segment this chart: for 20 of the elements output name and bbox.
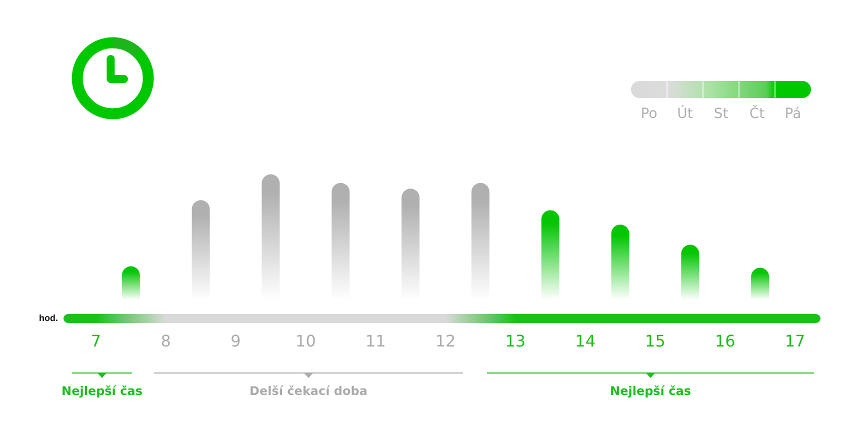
text: Nejlepší čas [62, 384, 142, 398]
x-tick-label: 8 [160, 332, 171, 350]
x-tick-label: 11 [365, 332, 386, 350]
x-tick-label: 14 [575, 332, 596, 350]
color-bar-label: St [714, 106, 729, 122]
x-tick-label: 10 [296, 332, 316, 350]
text: Delší čekací doba [250, 384, 368, 398]
x-tick-label: 17 [784, 332, 806, 350]
x-tick-label: 12 [435, 332, 456, 350]
color-bar-label: Pá [784, 106, 802, 122]
x-tick-label: 7 [90, 332, 102, 350]
text: Nejlepší čas [610, 384, 691, 398]
x-tick-label: 16 [714, 332, 736, 350]
x-axis-title: hod. [39, 313, 58, 323]
x-tick-label: 9 [230, 332, 241, 350]
x-tick-label: 15 [645, 332, 666, 350]
color-bar-label: Út [677, 105, 694, 122]
color-bar-label: Čt [749, 105, 766, 122]
x-tick-label: 13 [505, 332, 526, 350]
color-bar-label: Po [640, 106, 658, 122]
